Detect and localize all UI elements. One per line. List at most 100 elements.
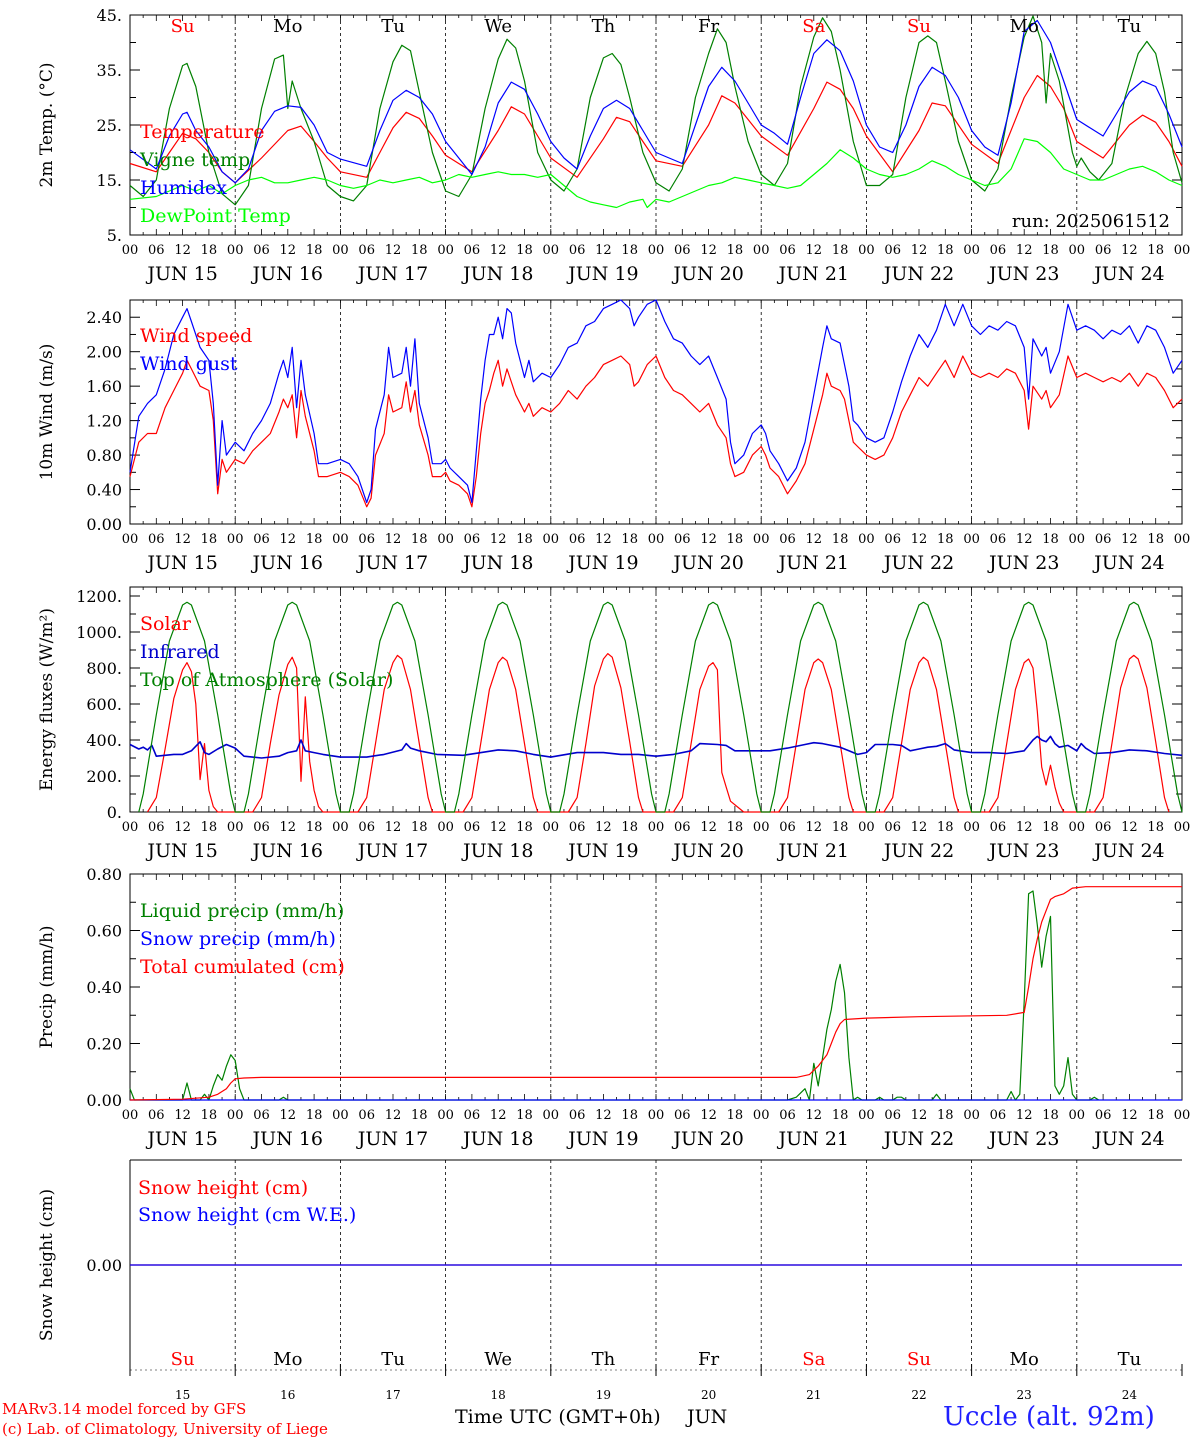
hour-tick-label: 12 [806, 532, 823, 547]
y-tick-label: 0.20 [86, 1035, 122, 1054]
series-line-infrared [129, 735, 1183, 759]
hour-tick-label: 18 [937, 820, 954, 835]
date-label: JUN 19 [566, 840, 638, 862]
hour-tick-label: 00 [227, 243, 244, 258]
hour-tick-label: 12 [385, 532, 402, 547]
hour-tick-label: 18 [1147, 532, 1164, 547]
y-tick-label: 0.80 [86, 865, 122, 884]
y-tick-label: 0.40 [86, 481, 122, 500]
y-tick-label: 1000. [76, 623, 122, 642]
legend-snow-height-cm-w-e-: Snow height (cm W.E.) [138, 1204, 356, 1226]
hour-tick-label: 00 [753, 1108, 770, 1123]
weekday-label: Mo [273, 16, 302, 37]
hour-tick-label: 00 [963, 820, 980, 835]
hour-tick-label: 18 [306, 820, 323, 835]
day-number-label: 23 [1017, 1388, 1032, 1402]
hour-tick-label: 00 [858, 820, 875, 835]
hour-tick-label: 12 [280, 1108, 297, 1123]
hour-tick-label: 06 [464, 243, 481, 258]
legend-infrared: Infrared [140, 641, 220, 663]
hour-tick-label: 00 [1069, 532, 1086, 547]
date-label: JUN 18 [461, 1128, 533, 1150]
series-line-vigne-temp [129, 15, 1183, 206]
hour-tick-label: 12 [280, 820, 297, 835]
hour-tick-label: 06 [253, 820, 270, 835]
hour-tick-label: 06 [779, 820, 796, 835]
series-line-liquid-precip-mm-h- [129, 890, 1100, 1101]
hour-tick-label: 06 [990, 820, 1007, 835]
weekday-label: Fr [698, 1349, 719, 1370]
y-tick-label: 1200. [76, 587, 122, 606]
hour-tick-label: 00 [1069, 243, 1086, 258]
hour-tick-label: 00 [648, 243, 665, 258]
hour-tick-label: 18 [727, 1108, 744, 1123]
weekday-label: We [484, 1349, 512, 1370]
hour-tick-label: 18 [727, 820, 744, 835]
y-tick-label: 25. [97, 116, 122, 135]
date-label: JUN 19 [566, 263, 638, 285]
y-tick-label: 0. [107, 803, 122, 822]
hour-tick-label: 06 [253, 243, 270, 258]
date-label: JUN 17 [356, 840, 428, 862]
hour-tick-label: 00 [858, 532, 875, 547]
date-label: JUN 15 [145, 840, 217, 862]
hour-tick-label: 12 [595, 243, 612, 258]
hour-tick-label: 00 [753, 532, 770, 547]
hour-tick-label: 12 [1121, 820, 1138, 835]
hour-tick-label: 06 [569, 532, 586, 547]
hour-tick-label: 12 [806, 820, 823, 835]
legend-snow-height-cm-: Snow height (cm) [138, 1177, 308, 1199]
hour-tick-label: 12 [700, 243, 717, 258]
hour-tick-label: 06 [358, 1108, 375, 1123]
energy-panel: 1200. 1000. 800. 600. 400. 200. 0. Energy fluxe… [37, 586, 1190, 862]
hour-tick-label: 12 [911, 820, 928, 835]
day-number-label: 17 [385, 1388, 400, 1402]
date-label: JUN 23 [987, 840, 1059, 862]
hour-tick-label: 18 [832, 243, 849, 258]
date-label: JUN 17 [356, 552, 428, 574]
y-tick-label: 200. [86, 767, 122, 786]
y-axis-label: Precip (mm/h) [37, 925, 57, 1048]
hour-tick-label: 18 [1042, 820, 1059, 835]
hour-tick-label: 06 [674, 820, 691, 835]
hour-tick-label: 06 [779, 532, 796, 547]
weekday-label: Th [592, 1349, 616, 1370]
day-number-label: 24 [1122, 1388, 1138, 1402]
hour-tick-label: 12 [490, 532, 507, 547]
hour-tick-label: 06 [464, 532, 481, 547]
y-tick-label: 0.60 [86, 922, 122, 941]
hour-tick-label: 00 [122, 243, 139, 258]
weekday-label: Su [171, 1349, 195, 1370]
hour-tick-label: 18 [306, 532, 323, 547]
hour-tick-label: 18 [411, 243, 428, 258]
y-tick-label: 400. [86, 731, 122, 750]
weekday-label: Mo [1010, 1349, 1039, 1370]
hour-tick-label: 06 [148, 243, 165, 258]
date-label: JUN 23 [987, 552, 1059, 574]
y-axis-label: Energy fluxes (W/m²) [37, 608, 57, 791]
hour-tick-label: 00 [437, 532, 454, 547]
hour-tick-label: 18 [621, 243, 638, 258]
date-label: JUN 18 [461, 552, 533, 574]
hour-tick-label: 12 [911, 243, 928, 258]
hour-tick-label: 06 [674, 243, 691, 258]
series-line-total-cumulated-cm- [129, 886, 1182, 1101]
hour-tick-label: 12 [806, 1108, 823, 1123]
y-tick-label: 35. [97, 61, 122, 80]
hour-tick-label: 06 [1095, 1108, 1112, 1123]
hour-tick-label: 18 [1042, 532, 1059, 547]
hour-tick-label: 18 [621, 532, 638, 547]
date-label: JUN 20 [671, 1128, 743, 1150]
hour-tick-label: 12 [174, 820, 191, 835]
date-label: JUN 21 [777, 552, 849, 574]
hour-tick-label: 18 [621, 1108, 638, 1123]
series-line-top-of-atmosphere-solar- [138, 601, 1183, 813]
legend-temperature: Temperature [140, 121, 264, 143]
hour-tick-label: 18 [832, 1108, 849, 1123]
date-label: JUN 23 [987, 263, 1059, 285]
hour-tick-label: 18 [201, 820, 218, 835]
series-line-humidex [129, 19, 1183, 184]
hour-tick-label: 06 [674, 532, 691, 547]
date-label: JUN 17 [356, 263, 428, 285]
day-number-label: 22 [911, 1388, 926, 1402]
